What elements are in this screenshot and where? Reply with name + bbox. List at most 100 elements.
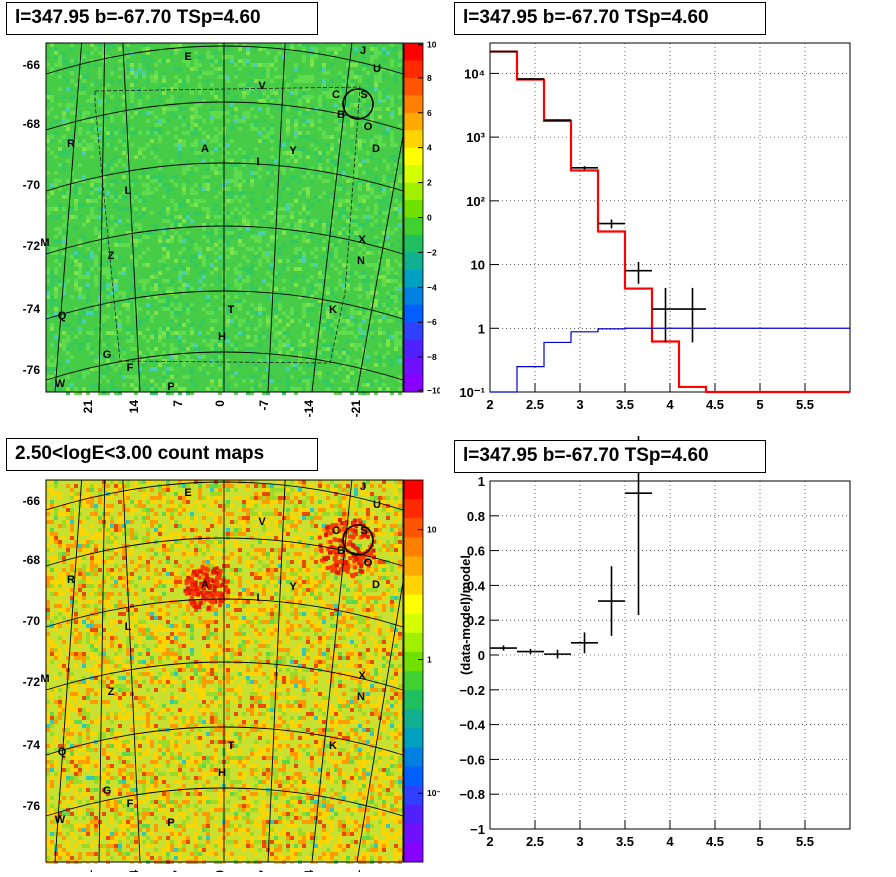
map-pixel xyxy=(210,524,214,528)
map-pixel xyxy=(250,235,254,239)
map-pixel xyxy=(218,239,222,243)
map-pixel xyxy=(318,95,322,99)
map-pixel xyxy=(170,347,174,351)
map-pixel xyxy=(178,287,182,291)
map-pixel xyxy=(246,47,250,51)
map-pixel xyxy=(82,295,86,299)
map-pixel xyxy=(250,247,254,251)
source-label: J xyxy=(360,45,366,57)
map-pixel xyxy=(70,544,74,548)
map-pixel xyxy=(346,323,350,327)
map-pixel xyxy=(66,59,70,63)
map-pixel xyxy=(174,319,178,323)
map-pixel xyxy=(242,299,246,303)
map-pixel xyxy=(338,367,342,371)
map-pixel xyxy=(346,179,350,183)
map-pixel xyxy=(106,524,110,528)
map-pixel xyxy=(302,203,306,207)
map-pixel xyxy=(386,203,390,207)
map-pixel xyxy=(270,123,274,127)
map-pixel xyxy=(194,620,198,624)
map-pixel xyxy=(262,556,266,560)
map-pixel xyxy=(66,484,70,488)
map-pixel xyxy=(90,187,94,191)
map-pixel xyxy=(82,139,86,143)
map-pixel xyxy=(142,504,146,508)
map-pixel xyxy=(94,367,98,371)
map-pixel xyxy=(166,556,170,560)
map-pixel xyxy=(170,235,174,239)
map-pixel xyxy=(90,632,94,636)
map-pixel xyxy=(250,107,254,111)
map-pixel xyxy=(306,375,310,379)
map-pixel xyxy=(178,235,182,239)
map-pixel xyxy=(310,319,314,323)
map-pixel xyxy=(298,536,302,540)
map-pixel xyxy=(266,632,270,636)
map-pixel xyxy=(394,524,398,528)
map-pixel xyxy=(58,151,62,155)
map-pixel xyxy=(138,99,142,103)
map-pixel xyxy=(182,307,186,311)
map-pixel xyxy=(46,91,50,95)
map-pixel xyxy=(98,520,102,524)
map-pixel xyxy=(186,267,190,271)
map-pixel xyxy=(202,371,206,375)
map-pixel xyxy=(270,379,274,383)
map-pixel xyxy=(398,195,402,199)
map-pixel xyxy=(90,560,94,564)
map-pixel xyxy=(86,283,90,287)
map-pixel xyxy=(378,159,382,163)
map-pixel xyxy=(130,63,134,67)
map-pixel xyxy=(146,291,150,295)
map-pixel xyxy=(314,516,318,520)
map-pixel xyxy=(210,379,214,383)
map-pixel xyxy=(242,528,246,532)
map-pixel xyxy=(302,584,306,588)
map-pixel xyxy=(162,536,166,540)
map-pixel xyxy=(90,351,94,355)
map-pixel xyxy=(54,512,58,516)
map-pixel xyxy=(54,259,58,263)
map-pixel xyxy=(86,628,90,632)
map-pixel xyxy=(146,532,150,536)
map-pixel xyxy=(62,512,66,516)
map-pixel xyxy=(370,596,374,600)
map-pixel xyxy=(366,608,370,612)
map-pixel xyxy=(190,91,194,95)
map-pixel xyxy=(162,75,166,79)
map-pixel xyxy=(158,612,162,616)
map-pixel xyxy=(262,588,266,592)
map-pixel xyxy=(194,480,198,484)
map-pixel xyxy=(218,540,222,544)
map-pixel xyxy=(254,115,258,119)
map-pixel xyxy=(126,500,130,504)
map-pixel xyxy=(162,371,166,375)
map-pixel xyxy=(294,159,298,163)
map-pixel xyxy=(398,540,402,544)
map-pixel xyxy=(370,115,374,119)
map-pixel xyxy=(242,91,246,95)
map-pixel xyxy=(86,492,90,496)
map-pixel xyxy=(286,131,290,135)
map-pixel xyxy=(66,375,70,379)
map-pixel xyxy=(330,379,334,383)
map-pixel xyxy=(254,375,258,379)
map-pixel xyxy=(178,339,182,343)
map-pixel xyxy=(366,359,370,363)
map-pixel xyxy=(262,379,266,383)
map-pixel xyxy=(242,207,246,211)
map-pixel xyxy=(178,223,182,227)
map-pixel xyxy=(46,496,50,500)
map-pixel xyxy=(50,191,54,195)
map-pixel xyxy=(378,107,382,111)
map-pixel xyxy=(290,343,294,347)
map-pixel xyxy=(330,624,334,628)
map-pixel xyxy=(206,55,210,59)
map-pixel xyxy=(182,616,186,620)
map-pixel xyxy=(186,215,190,219)
map-pixel xyxy=(258,43,262,47)
map-pixel xyxy=(226,267,230,271)
map-pixel xyxy=(246,227,250,231)
map-pixel xyxy=(314,43,318,47)
